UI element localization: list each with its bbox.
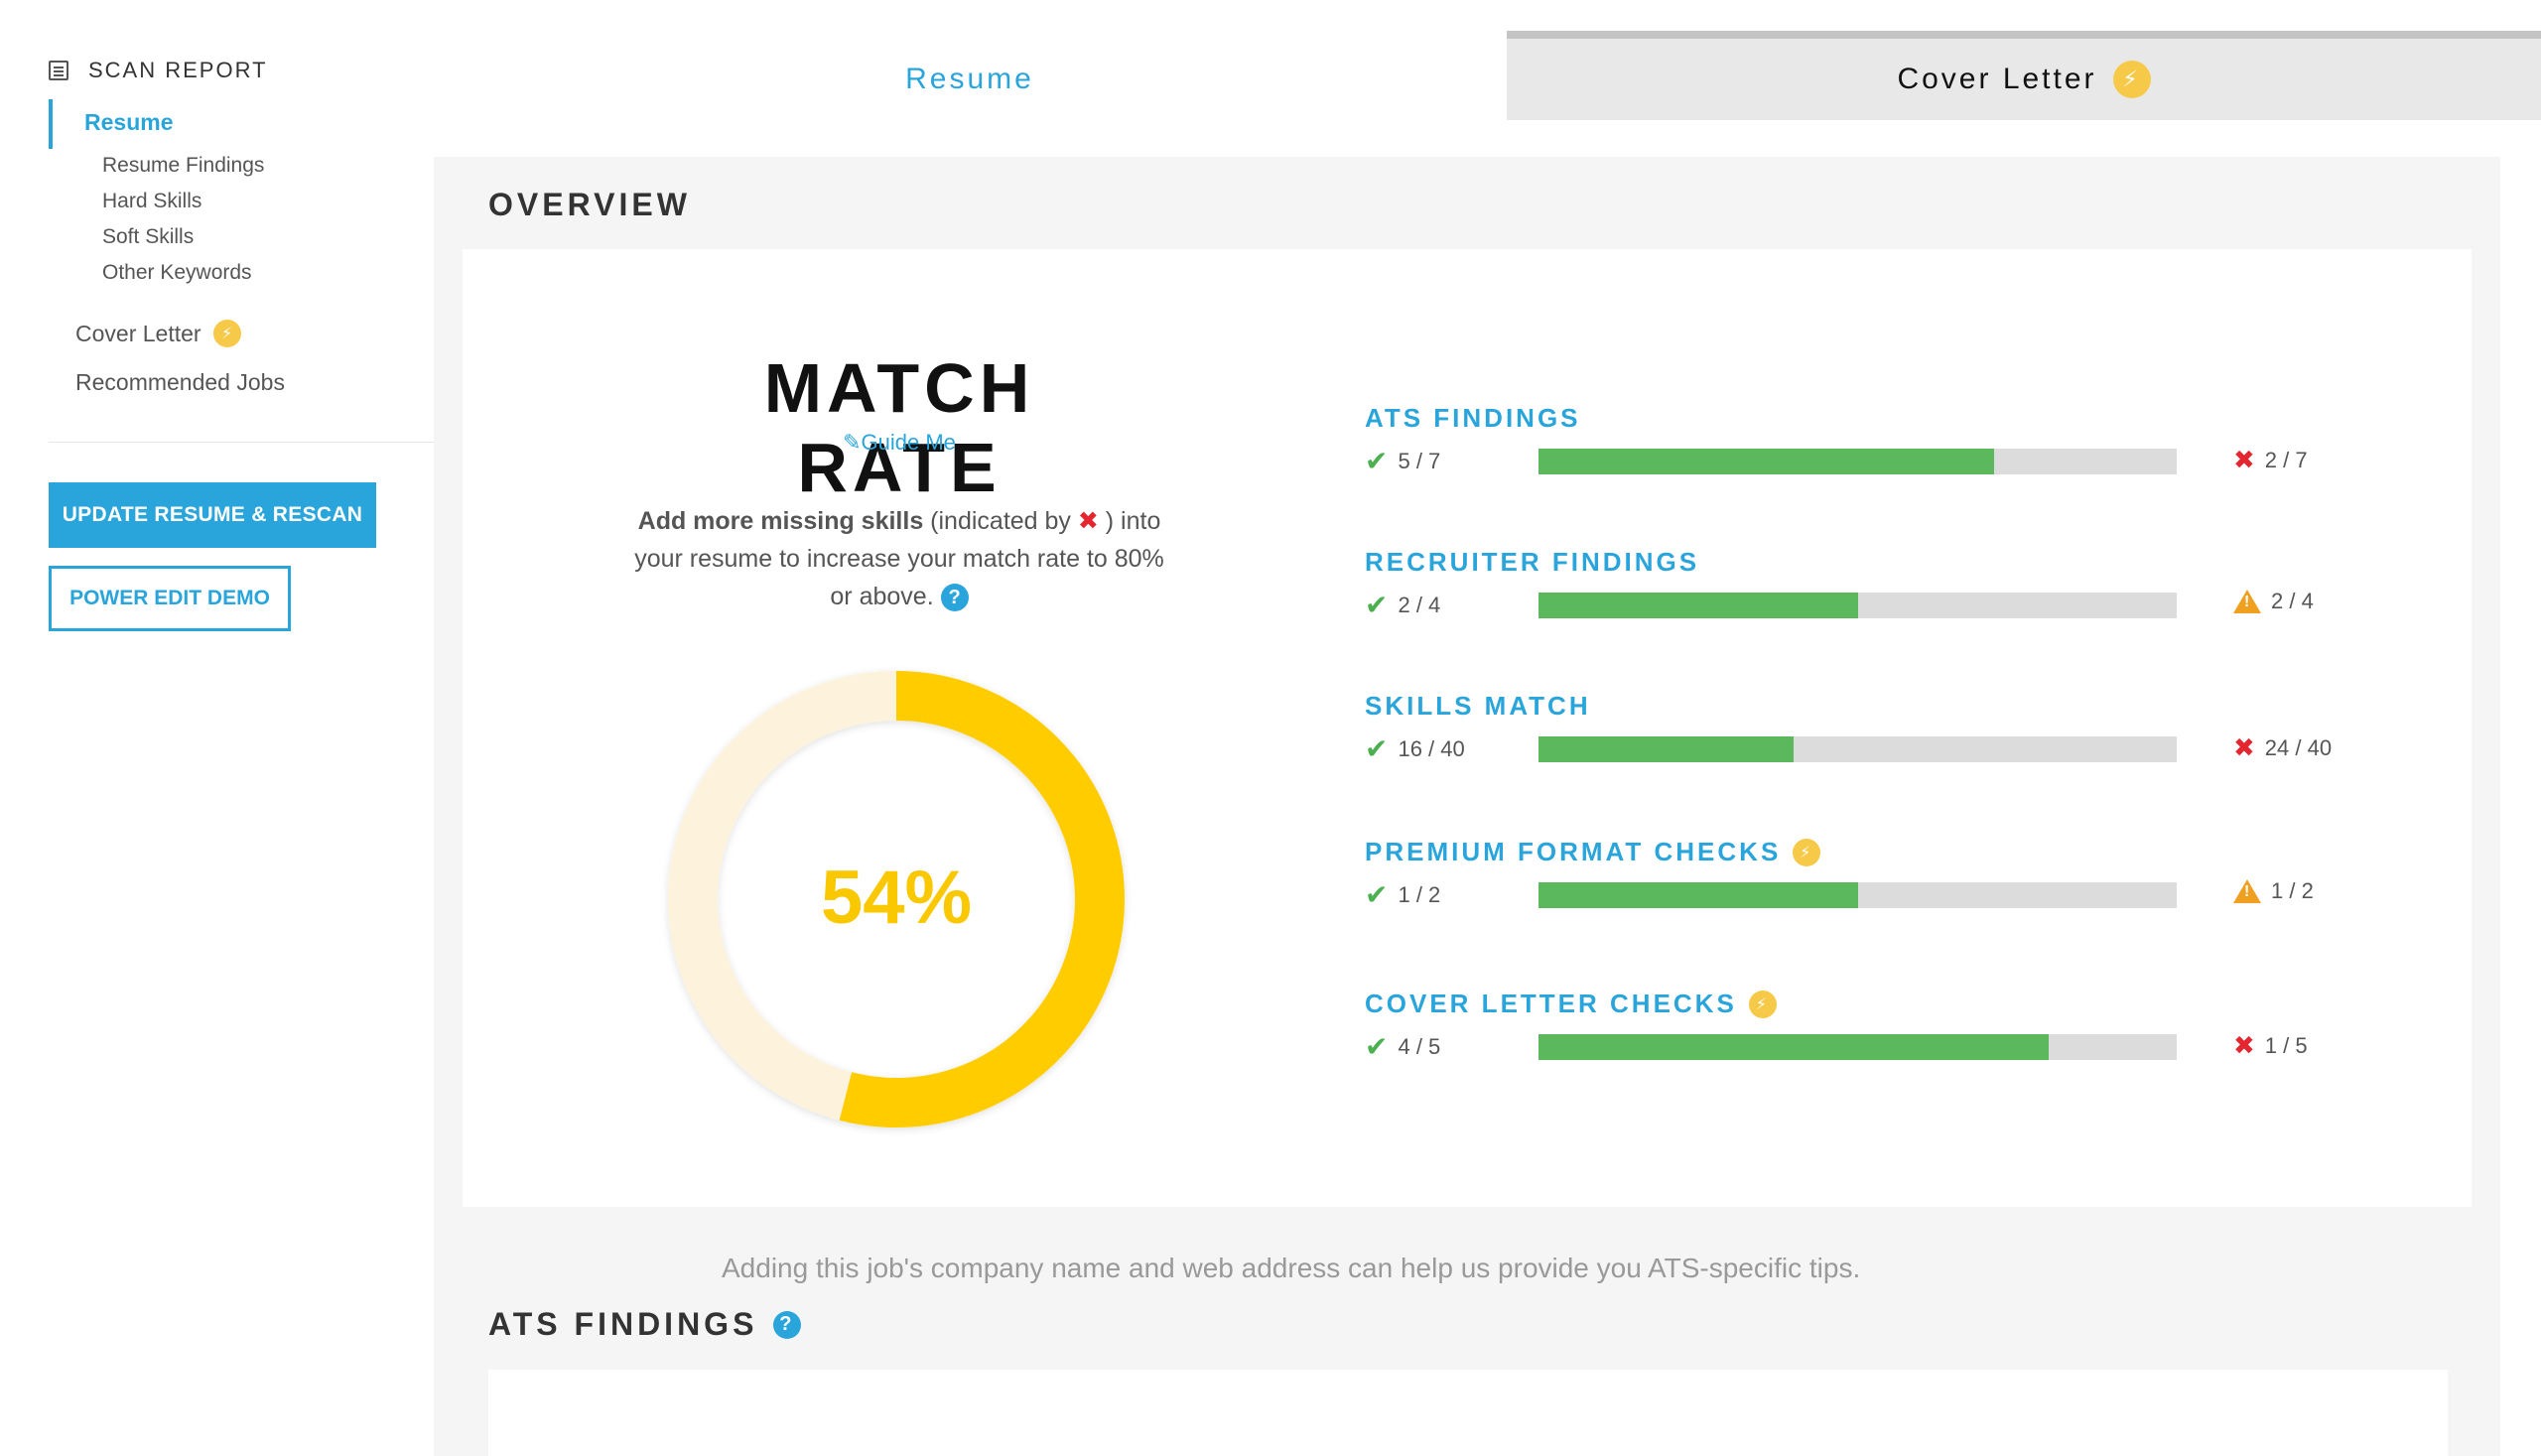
finding-progress-fill xyxy=(1538,736,1795,762)
bolt-icon: ⚡ xyxy=(212,320,241,347)
sidebar-item-label: Cover Letter xyxy=(75,320,201,346)
pass-count: 2 / 4 xyxy=(1398,592,1441,617)
finding-title-label: RECRUITER FINDINGS xyxy=(1365,547,1700,577)
power-edit-demo-button[interactable]: POWER EDIT DEMO xyxy=(49,566,291,631)
finding-pass: ✔ 5 / 7 xyxy=(1365,445,1440,477)
match-rate-percent: 54% xyxy=(820,856,973,940)
sidebar-item-recommended-jobs[interactable]: Recommended Jobs xyxy=(75,369,285,395)
tab-cover-letter[interactable]: Cover Letter ⚡ xyxy=(1507,31,2541,120)
finding-row[interactable]: SKILLS MATCH ✔ 16 / 40 ✖ 24 / 40 xyxy=(1365,691,2357,810)
finding-fail: 1 / 2 xyxy=(2233,878,2314,904)
sidebar-item-other-keywords[interactable]: Other Keywords xyxy=(102,261,252,284)
ats-findings-label: ATS FINDINGS xyxy=(488,1306,758,1342)
tab-label: Cover Letter xyxy=(1897,63,2097,95)
scan-report-header: SCAN REPORT xyxy=(49,58,268,83)
warning-icon xyxy=(2233,879,2261,903)
finding-progress-bar xyxy=(1538,736,2177,762)
check-icon: ✔ xyxy=(1365,1031,1389,1062)
scan-report-label: SCAN REPORT xyxy=(88,58,268,82)
finding-title-label: ATS FINDINGS xyxy=(1365,403,1581,433)
fail-count: 2 / 7 xyxy=(2264,447,2308,472)
pass-count: 5 / 7 xyxy=(1398,448,1441,473)
tab-resume[interactable]: Resume xyxy=(905,63,1034,95)
cross-icon: ✖ xyxy=(2233,1030,2255,1060)
finding-fail: ✖ 2 / 7 xyxy=(2233,445,2308,475)
guide-me-link[interactable]: ✎Guide Me xyxy=(651,430,1147,456)
finding-row[interactable]: PREMIUM FORMAT CHECKS ⚡ ✔ 1 / 2 1 / 2 xyxy=(1365,837,2357,956)
desc-part1: (indicated by xyxy=(923,507,1078,535)
finding-progress-fill xyxy=(1538,1034,2050,1060)
pass-count: 1 / 2 xyxy=(1398,881,1441,907)
finding-row[interactable]: RECRUITER FINDINGS ✔ 2 / 4 2 / 4 xyxy=(1365,547,2357,666)
overview-title: OVERVIEW xyxy=(488,187,691,222)
sidebar-item-resume[interactable]: Resume xyxy=(84,109,174,135)
cross-icon: ✖ xyxy=(2233,732,2255,762)
ats-hint-text: Adding this job's company name and web a… xyxy=(722,1253,1861,1283)
fail-count: 1 / 5 xyxy=(2264,1032,2308,1058)
finding-progress-fill xyxy=(1538,593,1858,618)
finding-title[interactable]: SKILLS MATCH xyxy=(1365,691,1591,722)
active-indicator xyxy=(49,99,53,149)
fail-count: 1 / 2 xyxy=(2271,878,2314,903)
finding-progress-fill xyxy=(1538,882,1858,908)
finding-pass: ✔ 16 / 40 xyxy=(1365,732,1465,765)
finding-title-label: SKILLS MATCH xyxy=(1365,691,1591,721)
overview-card: MATCH RATE ✎Guide Me Add more missing sk… xyxy=(463,249,2472,1207)
finding-progress-fill xyxy=(1538,449,1995,474)
finding-row[interactable]: COVER LETTER CHECKS ⚡ ✔ 4 / 5 ✖ 1 / 5 xyxy=(1365,989,2357,1108)
sidebar-item-soft-skills[interactable]: Soft Skills xyxy=(102,225,195,248)
finding-title-label: COVER LETTER CHECKS xyxy=(1365,989,1737,1018)
finding-title[interactable]: COVER LETTER CHECKS ⚡ xyxy=(1365,989,1777,1019)
help-icon[interactable]: ? xyxy=(773,1310,802,1339)
ats-findings-title: ATS FINDINGS ? xyxy=(488,1306,802,1343)
finding-fail: ✖ 1 / 5 xyxy=(2233,1030,2308,1061)
match-rate-title: MATCH RATE xyxy=(763,349,1035,506)
sidebar-item-hard-skills[interactable]: Hard Skills xyxy=(102,190,202,212)
finding-fail: 2 / 4 xyxy=(2233,589,2314,614)
pass-count: 16 / 40 xyxy=(1398,735,1465,761)
finding-progress-bar xyxy=(1538,449,2177,474)
finding-pass: ✔ 2 / 4 xyxy=(1365,589,1440,621)
bolt-icon: ⚡ xyxy=(2112,61,2151,98)
cross-icon: ✖ xyxy=(2233,445,2255,474)
sidebar-item-resume-findings[interactable]: Resume Findings xyxy=(102,154,265,177)
fail-count: 2 / 4 xyxy=(2271,589,2314,613)
finding-title[interactable]: RECRUITER FINDINGS xyxy=(1365,547,1699,578)
magic-wand-icon: ✎ xyxy=(843,430,862,455)
cross-icon: ✖ xyxy=(1077,507,1099,535)
finding-title-label: PREMIUM FORMAT CHECKS xyxy=(1365,837,1782,866)
finding-title[interactable]: ATS FINDINGS xyxy=(1365,403,1581,434)
finding-title[interactable]: PREMIUM FORMAT CHECKS ⚡ xyxy=(1365,837,1821,867)
bolt-icon: ⚡ xyxy=(1748,990,1777,1018)
ats-findings-card xyxy=(488,1370,2448,1456)
donut-progress-arc xyxy=(668,671,1125,1127)
finding-pass: ✔ 1 / 2 xyxy=(1365,878,1440,911)
sidebar-item-cover-letter[interactable]: Cover Letter ⚡ xyxy=(75,320,241,347)
match-rate-donut xyxy=(668,671,1125,1127)
bolt-icon: ⚡ xyxy=(1793,838,1821,866)
fail-count: 24 / 40 xyxy=(2264,734,2333,760)
finding-progress-bar xyxy=(1538,882,2177,908)
match-rate-description: Add more missing skills (indicated by ✖ … xyxy=(631,502,1167,615)
pass-count: 4 / 5 xyxy=(1398,1033,1441,1059)
desc-bold: Add more missing skills xyxy=(637,507,924,535)
check-icon: ✔ xyxy=(1365,446,1389,476)
main-panel: OVERVIEW MATCH RATE ✎Guide Me Add more m… xyxy=(434,157,2500,1456)
warning-icon xyxy=(2233,590,2261,613)
check-icon: ✔ xyxy=(1365,733,1389,764)
check-icon: ✔ xyxy=(1365,590,1389,620)
finding-row[interactable]: ATS FINDINGS ✔ 5 / 7 ✖ 2 / 7 xyxy=(1365,403,2357,522)
guide-me-label: Guide Me xyxy=(861,430,956,455)
sidebar-divider xyxy=(49,442,434,443)
report-icon xyxy=(49,61,68,80)
finding-progress-bar xyxy=(1538,593,2177,618)
finding-fail: ✖ 24 / 40 xyxy=(2233,732,2332,763)
update-resume-rescan-button[interactable]: UPDATE RESUME & RESCAN xyxy=(49,482,376,548)
finding-pass: ✔ 4 / 5 xyxy=(1365,1030,1440,1063)
desc-part2: ) into your resume to increase your matc… xyxy=(634,507,1164,610)
finding-progress-bar xyxy=(1538,1034,2177,1060)
sidebar: SCAN REPORT Resume Resume Findings Hard … xyxy=(0,0,434,1456)
help-icon[interactable]: ? xyxy=(940,584,969,612)
check-icon: ✔ xyxy=(1365,879,1389,910)
